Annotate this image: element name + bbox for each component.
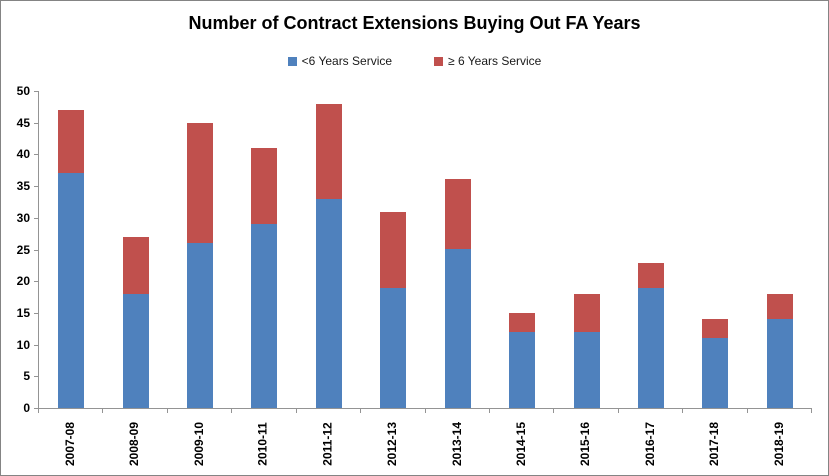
y-axis-tick-label: 5 — [23, 369, 30, 384]
y-axis-tick-label: 45 — [16, 115, 30, 130]
x-axis-category-label-text: 2010-11 — [255, 422, 270, 466]
x-axis-category-label-text: 2007-08 — [62, 421, 77, 467]
y-axis-tick — [34, 344, 38, 346]
legend-swatch-blue-icon — [287, 56, 297, 66]
x-axis-category-label-text: 2012-13 — [384, 421, 399, 467]
bar-segment-lt6 — [574, 332, 600, 408]
bar-segment-lt6 — [509, 332, 535, 408]
x-axis-category-label-text: 2009-10 — [191, 421, 206, 467]
x-axis-tick — [682, 408, 683, 413]
x-axis-category-label: 2016-17 — [618, 413, 682, 475]
y-axis-tick-label: 0 — [23, 401, 30, 415]
bar-segment-gte6 — [58, 110, 84, 173]
y-axis-tick — [34, 91, 38, 92]
legend-label: <6 Years Service — [301, 54, 393, 68]
y-axis-tick-label: 40 — [16, 147, 30, 162]
y-axis-tick-label: 10 — [16, 337, 30, 352]
x-axis-tick — [296, 408, 297, 413]
bar-segment-lt6 — [702, 338, 728, 408]
x-axis-tick — [489, 408, 490, 413]
y-axis-tick — [34, 281, 38, 283]
bar-segment-lt6 — [380, 288, 406, 408]
legend: <6 Years Service ≥ 6 Years Service — [1, 54, 828, 68]
x-axis-category-label: 2013-14 — [425, 413, 489, 475]
bar-segment-gte6 — [445, 179, 471, 249]
bar-segment-gte6 — [187, 123, 213, 243]
x-axis-tick — [167, 408, 168, 413]
x-axis-tick — [102, 408, 103, 413]
x-axis-tick — [618, 408, 619, 413]
x-axis-category-label: 2011-12 — [296, 413, 360, 475]
legend-item-gte6-years: ≥ 6 Years Service — [434, 54, 541, 68]
y-axis-tick — [34, 217, 38, 219]
x-axis-category-label-text: 2016-17 — [642, 421, 657, 467]
x-axis-tick — [747, 408, 748, 413]
legend-item-lt6-years: <6 Years Service — [287, 54, 393, 68]
x-axis-category-label-text: 2008-09 — [126, 421, 141, 467]
y-axis-tick — [34, 122, 38, 124]
y-axis-tick — [34, 249, 38, 251]
y-axis-tick-label: 20 — [16, 274, 30, 289]
y-axis-tick — [34, 408, 38, 409]
chart-title: Number of Contract Extensions Buying Out… — [188, 13, 641, 33]
bar-segment-lt6 — [767, 319, 793, 408]
x-axis-tick — [231, 408, 232, 413]
x-axis-category-label: 2007-08 — [38, 413, 102, 475]
bar-segment-gte6 — [380, 212, 406, 288]
y-axis-tick-label: 15 — [16, 305, 30, 320]
x-axis-category-label: 2017-18 — [682, 413, 746, 475]
bar-segment-lt6 — [316, 199, 342, 408]
bar-segment-lt6 — [58, 173, 84, 408]
x-axis-category-label: 2009-10 — [167, 413, 231, 475]
x-axis-tick — [425, 408, 426, 413]
bar-segment-lt6 — [445, 249, 471, 408]
legend-swatch-red-icon — [434, 56, 444, 66]
bar-segment-gte6 — [767, 294, 793, 319]
y-axis-tick-label: 25 — [16, 242, 30, 257]
bar-segment-gte6 — [123, 237, 149, 294]
plot-area — [38, 91, 812, 409]
y-axis-tick — [34, 376, 38, 378]
bar-segment-gte6 — [509, 313, 535, 332]
x-axis-category-label: 2018-19 — [747, 413, 811, 475]
y-axis-tick-label: 50 — [16, 84, 30, 98]
x-axis-category-label: 2014-15 — [489, 413, 553, 475]
bar-segment-gte6 — [316, 104, 342, 199]
x-axis-category-label-text: 2017-18 — [706, 421, 721, 467]
y-axis-tick-label: 30 — [16, 210, 30, 225]
x-axis-tick — [360, 408, 361, 413]
x-axis-category-label: 2012-13 — [360, 413, 424, 475]
bar-segment-lt6 — [638, 288, 664, 408]
y-axis-tick — [34, 154, 38, 156]
x-axis-category-label-text: 2013-14 — [449, 421, 464, 467]
legend-label: ≥ 6 Years Service — [448, 54, 542, 68]
bar-segment-lt6 — [251, 224, 277, 408]
bar-segment-gte6 — [574, 294, 600, 332]
x-axis-category-label: 2010-11 — [231, 413, 295, 475]
x-axis-category-label: 2008-09 — [102, 413, 166, 475]
x-axis-category-label: 2015-16 — [553, 413, 617, 475]
bar-segment-gte6 — [702, 319, 728, 338]
bar-segment-gte6 — [251, 148, 277, 224]
y-axis-tick — [34, 312, 38, 314]
x-axis-category-label-text: 2015-16 — [577, 421, 592, 467]
x-axis-tick — [811, 408, 812, 413]
bar-segment-lt6 — [187, 243, 213, 408]
x-axis-category-label-text: 2011-12 — [320, 422, 335, 466]
bar-segment-gte6 — [638, 263, 664, 288]
x-axis-category-label-text: 2018-19 — [771, 421, 786, 467]
x-axis-tick — [553, 408, 554, 413]
bar-segment-lt6 — [123, 294, 149, 408]
y-axis-tick — [34, 186, 38, 188]
y-axis-tick-label: 35 — [16, 179, 30, 194]
x-axis-category-label-text: 2014-15 — [513, 421, 528, 467]
x-axis-tick — [38, 408, 39, 413]
